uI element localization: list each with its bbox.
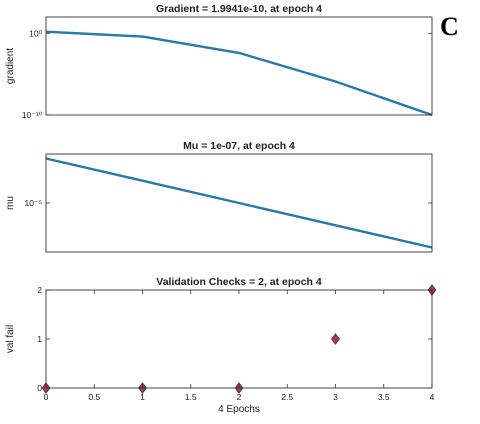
y-tick-label: 10⁰ bbox=[29, 28, 42, 38]
series-line bbox=[45, 30, 433, 117]
axes-frame bbox=[45, 289, 433, 389]
y-axis-label: gradient bbox=[5, 48, 16, 84]
chart-title: Gradient = 1.9941e-10, at epoch 4 bbox=[156, 3, 322, 15]
series-line bbox=[45, 157, 433, 249]
data-point-3 bbox=[331, 333, 340, 345]
y-tick-label: 10⁻⁵ bbox=[25, 198, 42, 208]
y-tick-label: 1 bbox=[37, 334, 42, 344]
x-tick-label: 3.5 bbox=[378, 392, 390, 402]
x-tick-label: 1.5 bbox=[185, 392, 197, 402]
y-axis-label: mu bbox=[5, 196, 16, 210]
x-tick-label: 4 bbox=[430, 392, 435, 402]
x-tick-label: 0.5 bbox=[88, 392, 100, 402]
x-tick-label: 3 bbox=[333, 392, 338, 402]
x-tick-label: 1 bbox=[140, 392, 145, 402]
chart-panel-1: Gradient = 1.9941e-10, at epoch 4 gradien… bbox=[5, 3, 433, 120]
y-tick-label: 2 bbox=[37, 285, 42, 295]
chart-title: Mu = 1e-07, at epoch 4 bbox=[183, 140, 295, 152]
x-tick-label: 2.5 bbox=[281, 392, 293, 402]
axes-frame bbox=[45, 16, 433, 116]
chart-panel-3: Validation Checks = 2, at epoch 4 val fai… bbox=[5, 276, 437, 415]
x-tick-label: 0 bbox=[44, 392, 49, 402]
panel-letter: C bbox=[440, 12, 459, 41]
y-tick-label: 0 bbox=[37, 383, 42, 393]
y-tick-label: 10⁻¹⁰ bbox=[22, 110, 43, 120]
chart-title: Validation Checks = 2, at epoch 4 bbox=[156, 276, 322, 288]
chart-panel-2: Mu = 1e-07, at epoch 4 mu 10⁻⁵ bbox=[5, 140, 433, 253]
y-axis-label: val fail bbox=[5, 325, 16, 353]
x-tick-label: 2 bbox=[237, 392, 242, 402]
x-axis-label: 4 Epochs bbox=[218, 404, 260, 415]
